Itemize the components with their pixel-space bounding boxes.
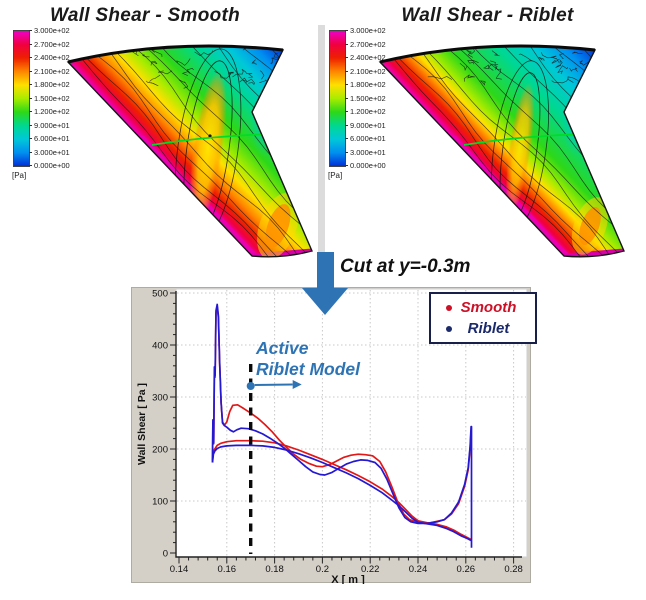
- x-tick-label: 0.22: [361, 564, 380, 575]
- colorbar-label: 3.000e+01: [29, 147, 70, 157]
- colorbar-gradient: [329, 30, 346, 167]
- legend-bullet-icon: [446, 325, 452, 332]
- panel-divider: [318, 25, 325, 287]
- annotation-line1: Active: [256, 338, 309, 358]
- y-tick-label: 0: [163, 549, 168, 560]
- right-arrow-icon: [292, 380, 302, 389]
- wing-contour-svg: [66, 44, 313, 258]
- colorbar-label: 2.700e+02: [29, 39, 70, 49]
- legend-item-smooth: Smooth: [431, 297, 535, 318]
- colorbar-label: 2.100e+02: [29, 66, 70, 76]
- colorbar-label: 6.000e+01: [29, 134, 70, 143]
- legend-label: Riblet: [467, 320, 510, 337]
- x-axis-title: X [ m ]: [331, 574, 365, 584]
- colorbar-label: 2.700e+02: [345, 39, 386, 49]
- riblet-colorbar: 3.000e+02 2.700e+02 2.400e+02 2.100e+02 1.80…: [328, 26, 407, 190]
- down-arrow-head: [302, 288, 348, 315]
- series-smooth-lower-surface: [211, 439, 472, 541]
- colorbar-label: 1.500e+02: [29, 93, 70, 103]
- y-tick-label: 400: [152, 341, 168, 352]
- colorbar-label: 2.100e+02: [345, 66, 386, 76]
- colorbar-unit: [Pa]: [328, 171, 343, 180]
- colorbar-label: 6.000e+01: [345, 134, 386, 143]
- y-tick-label: 300: [152, 393, 168, 404]
- y-tick-label: 500: [152, 289, 168, 300]
- colorbar-unit: [Pa]: [12, 171, 27, 180]
- riblet-start-dot: [246, 382, 255, 390]
- colorbar-label: 1.800e+02: [345, 80, 386, 89]
- smooth-panel-title: Wall Shear - Smooth: [49, 5, 241, 26]
- colorbar-label: 1.200e+02: [345, 107, 386, 116]
- x-tick-label: 0.24: [409, 564, 428, 575]
- x-tick-label: 0.26: [457, 564, 476, 575]
- y-axis-title: Wall Shear [ Pa ]: [136, 383, 148, 465]
- x-tick-label: 0.28: [504, 564, 522, 575]
- legend-label: Smooth: [460, 299, 517, 316]
- cut-annotation: Cut at y=-0.3m: [340, 256, 471, 277]
- wall-shear-chart: 0.14 0.16 0.18 0.2 0.22 0.24 0.26 0.28 0 100 200 30…: [131, 287, 537, 584]
- colorbar-label: 1.500e+02: [345, 93, 386, 103]
- colorbar-label: 3.000e+01: [345, 147, 386, 157]
- colorbar-label: 1.200e+02: [29, 107, 70, 116]
- smooth-wing-contour-plot: [40, 28, 330, 268]
- colorbar-gradient: [13, 30, 30, 167]
- colorbar-label: 3.000e+02: [29, 26, 70, 35]
- down-arrow-shaft: [317, 252, 334, 289]
- colorbar-label: 3.000e+02: [345, 26, 386, 35]
- riblet-panel-title: Wall Shear - Riblet: [401, 5, 574, 26]
- x-tick-label: 0.18: [265, 564, 284, 575]
- y-tick-label: 200: [152, 445, 168, 456]
- riblet-wing-contour-plot: [352, 28, 642, 268]
- x-tick-label: 0.16: [218, 564, 237, 575]
- x-tick-label: 0.14: [170, 564, 189, 575]
- series-riblet-upper-surface: [211, 303, 473, 548]
- colorbar-label: 0.000e+00: [29, 161, 70, 170]
- legend-bullet-icon: [446, 304, 452, 311]
- down-arrow-icon: [302, 252, 349, 315]
- colorbar-label: 1.800e+02: [29, 80, 70, 89]
- active-riblet-annotation: Active Riblet Model: [256, 338, 360, 380]
- y-tick-label: 100: [152, 497, 168, 508]
- chart-legend: Smooth Riblet: [429, 292, 537, 344]
- colorbar-label: 9.000e+01: [29, 120, 70, 130]
- wing-contour-svg: [378, 44, 625, 258]
- x-tick-label: 0.2: [316, 564, 329, 575]
- colorbar-label: 2.400e+02: [29, 53, 70, 62]
- annotation-line2: Riblet Model: [256, 359, 361, 379]
- colorbar-label: 0.000e+00: [345, 161, 386, 170]
- colorbar-label: 9.000e+01: [345, 120, 386, 130]
- series-riblet-lower-surface: [211, 444, 472, 542]
- smooth-colorbar: 3.000e+02 2.700e+02 2.400e+02 2.100e+02 1.80…: [12, 26, 91, 190]
- legend-item-riblet: Riblet: [431, 318, 535, 339]
- colorbar-label: 2.400e+02: [345, 53, 386, 62]
